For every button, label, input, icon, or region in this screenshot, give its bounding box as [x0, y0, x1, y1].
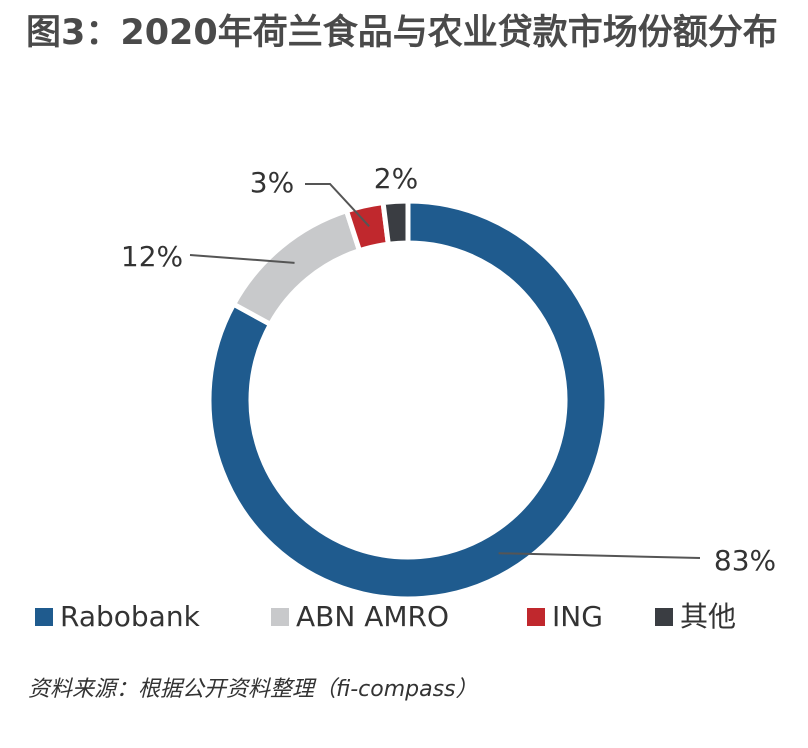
donut-segment — [380, 198, 411, 248]
data-label: 83% — [714, 544, 776, 577]
legend-label: 其他 — [680, 600, 736, 633]
source-note: 资料来源：根据公开资料整理（fi-compass） — [28, 677, 478, 702]
legend-swatch — [527, 608, 545, 626]
legend-label: ABN AMRO — [296, 600, 449, 633]
donut-segment — [230, 207, 363, 328]
data-label: 2% — [374, 162, 418, 195]
chart-title: 图3：2020年荷兰食品与农业贷款市场份额分布 — [26, 13, 778, 53]
legend-swatch — [655, 608, 673, 626]
legend-swatch — [35, 608, 53, 626]
leader-line — [189, 254, 295, 264]
donut-segment — [206, 198, 610, 602]
data-label: 12% — [121, 240, 183, 273]
leader-line — [305, 183, 370, 227]
legend-label: ING — [552, 600, 603, 633]
leader-line — [498, 552, 701, 559]
legend-label: Rabobank — [60, 600, 201, 633]
data-label: 3% — [250, 166, 294, 199]
legend-swatch — [271, 608, 289, 626]
